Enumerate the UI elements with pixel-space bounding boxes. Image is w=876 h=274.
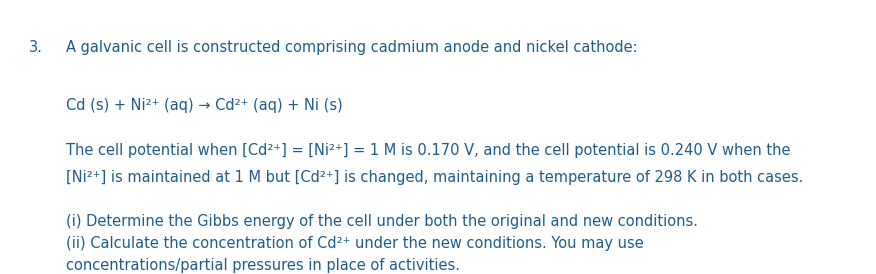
Text: Cd (s) + Ni²⁺ (aq) → Cd²⁺ (aq) + Ni (s): Cd (s) + Ni²⁺ (aq) → Cd²⁺ (aq) + Ni (s) [66, 98, 343, 113]
Text: The cell potential when [Cd²⁺] = [Ni²⁺] = 1 M is 0.170 V, and the cell potential: The cell potential when [Cd²⁺] = [Ni²⁺] … [66, 143, 790, 158]
Text: (i) Determine the Gibbs energy of the cell under both the original and new condi: (i) Determine the Gibbs energy of the ce… [66, 214, 697, 229]
Text: concentrations/partial pressures in place of activities.: concentrations/partial pressures in plac… [66, 258, 460, 273]
Text: 3.: 3. [29, 40, 43, 55]
Text: [Ni²⁺] is maintained at 1 M but [Cd²⁺] is changed, maintaining a temperature of : [Ni²⁺] is maintained at 1 M but [Cd²⁺] i… [66, 170, 803, 185]
Text: (ii) Calculate the concentration of Cd²⁺ under the new conditions. You may use: (ii) Calculate the concentration of Cd²⁺… [66, 236, 644, 251]
Text: A galvanic cell is constructed comprising cadmium anode and nickel cathode:: A galvanic cell is constructed comprisin… [66, 40, 638, 55]
